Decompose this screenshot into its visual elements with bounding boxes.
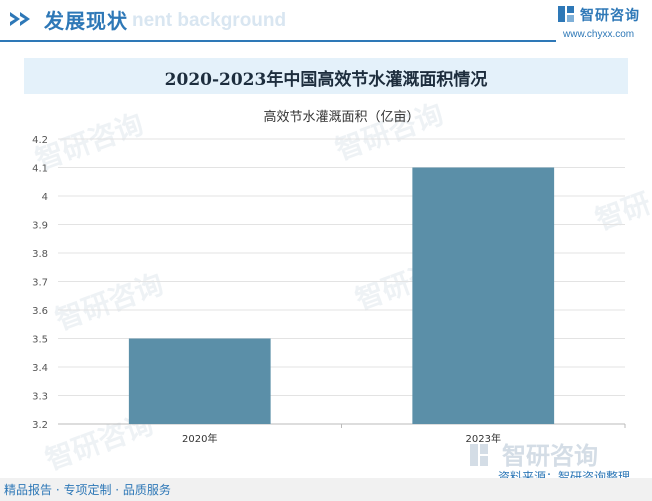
y-tick-label: 3.3 [32, 392, 48, 403]
footer-tagline: 精品报告 · 专项定制 · 品质服务 [4, 483, 171, 497]
y-tick-label: 3.9 [32, 221, 48, 232]
y-tick-label: 3.2 [32, 420, 48, 431]
page-footer [0, 478, 652, 501]
y-tick-label: 3.6 [32, 306, 48, 317]
y-tick-label: 3.4 [32, 363, 48, 374]
brand-name: 智研咨询 [580, 8, 640, 24]
y-tick-label: 4.1 [32, 164, 48, 175]
y-tick-label: 3.7 [32, 278, 48, 289]
y-tick-label: 3.8 [32, 249, 48, 260]
source-watermark-text: 智研咨询 [502, 442, 598, 470]
x-tick-label: 2023年 [466, 432, 501, 445]
chart-title-band: 2020-2023年中国高效节水灌溉面积情况 [24, 58, 628, 94]
y-tick-label: 3.5 [32, 335, 48, 346]
x-tick-label: 2020年 [182, 432, 217, 445]
double-chevron-icon [10, 12, 30, 26]
chart-title: 2020-2023年中国高效节水灌溉面积情况 [164, 70, 488, 90]
series-label: 高效节水灌溉面积（亿亩） [263, 109, 419, 125]
page-header: 发展现状 nent background [0, 0, 652, 44]
section-subtitle-ghost: nent background [132, 10, 287, 31]
header-divider [0, 40, 556, 42]
brand-url[interactable]: www.chyxx.com [563, 29, 635, 40]
source-watermark-logo: 智研咨询 [470, 442, 598, 470]
zhiyan-logo-icon [558, 6, 574, 22]
bar-2 [412, 167, 555, 424]
bar-1 [128, 338, 271, 424]
section-title: 发展现状 [44, 9, 128, 33]
y-tick-label: 4.2 [32, 135, 48, 146]
y-tick-label: 4 [42, 192, 48, 203]
